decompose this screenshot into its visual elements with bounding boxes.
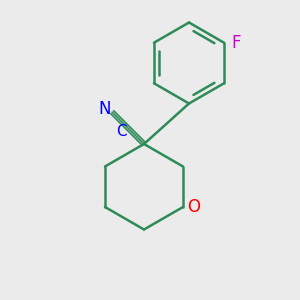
Text: C: C — [116, 124, 127, 139]
Text: F: F — [232, 34, 241, 52]
Text: O: O — [188, 198, 200, 216]
Text: N: N — [98, 100, 111, 118]
